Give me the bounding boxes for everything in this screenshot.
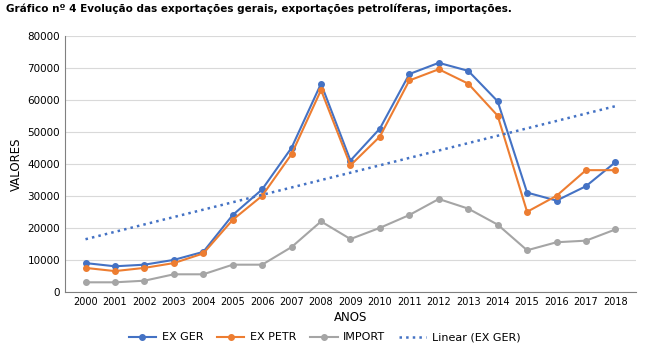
Linear (EX GER) [406,156,413,160]
Text: Gráfico nº 4 Evolução das exportações gerais, exportações petrolíferas, importaç: Gráfico nº 4 Evolução das exportações ge… [6,4,512,14]
EX GER [435,61,443,65]
EX PETR [347,163,354,168]
EX GER [111,264,119,268]
EX GER [553,199,561,203]
EX GER [288,146,295,150]
Linear (EX GER) [397,158,405,162]
Linear (EX GER) [395,158,403,163]
EX PETR [582,168,590,172]
EX PETR [288,152,295,156]
Y-axis label: VALORES: VALORES [10,137,23,190]
IMPORT [523,248,531,252]
IMPORT [376,226,384,230]
EX GER [582,184,590,188]
EX GER [406,72,413,76]
Line: EX PETR: EX PETR [82,67,618,274]
IMPORT [288,245,295,249]
EX PETR [523,210,531,214]
EX PETR [140,266,148,270]
Linear (EX GER) [611,104,619,108]
IMPORT [111,280,119,284]
IMPORT [582,239,590,243]
EX PETR [494,114,502,118]
Linear (EX GER) [83,237,91,241]
EX GER [464,69,472,73]
EX GER [140,263,148,267]
IMPORT [464,206,472,211]
EX PETR [464,82,472,86]
EX GER [229,213,237,217]
EX GER [523,190,531,195]
IMPORT [406,213,413,217]
IMPORT [494,222,502,227]
IMPORT [258,263,266,267]
EX GER [494,99,502,103]
EX GER [82,261,90,265]
EX GER [258,187,266,192]
IMPORT [229,263,237,267]
IMPORT [199,272,207,276]
IMPORT [82,280,90,284]
IMPORT [347,237,354,241]
IMPORT [611,227,619,232]
IMPORT [435,197,443,201]
Linear (EX GER) [562,116,570,121]
EX GER [611,160,619,164]
X-axis label: ANOS: ANOS [334,311,367,324]
EX PETR [258,194,266,198]
EX PETR [111,269,119,273]
IMPORT [317,219,325,224]
EX PETR [376,135,384,139]
Legend: EX GER, EX PETR, IMPORT, Linear (EX GER): EX GER, EX PETR, IMPORT, Linear (EX GER) [124,328,525,347]
Linear (EX GER) [82,237,90,241]
EX PETR [199,251,207,256]
Linear (EX GER) [528,125,536,129]
EX PETR [82,266,90,270]
IMPORT [553,240,561,244]
EX PETR [553,194,561,198]
EX PETR [406,78,413,83]
Line: Linear (EX GER): Linear (EX GER) [86,106,615,239]
EX PETR [229,218,237,222]
Line: IMPORT: IMPORT [82,196,618,285]
IMPORT [170,272,178,276]
EX GER [199,250,207,254]
EX PETR [170,261,178,265]
EX PETR [317,88,325,92]
EX GER [347,158,354,163]
EX PETR [435,67,443,71]
IMPORT [140,278,148,283]
EX GER [317,82,325,86]
EX GER [170,258,178,262]
EX GER [376,126,384,131]
EX PETR [611,168,619,172]
Line: EX GER: EX GER [82,60,618,269]
